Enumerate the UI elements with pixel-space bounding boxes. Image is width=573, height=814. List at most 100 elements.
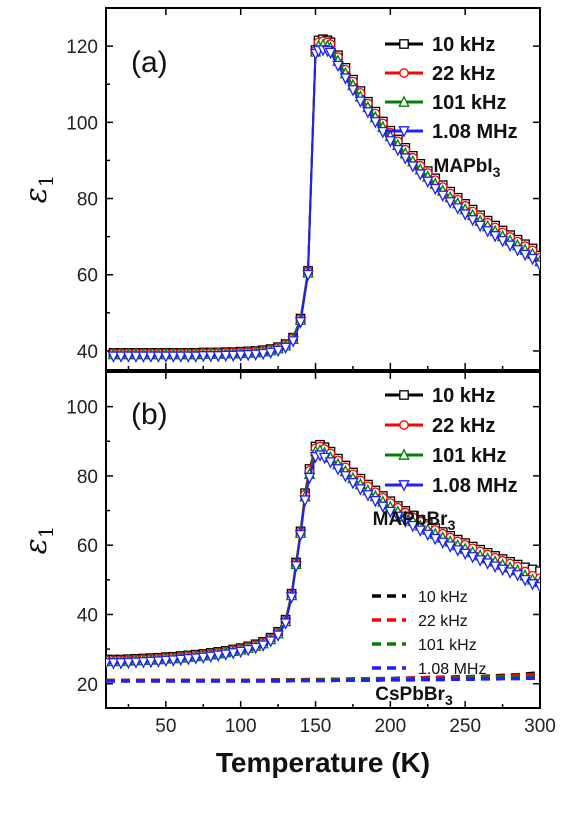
data-point <box>107 658 120 670</box>
data-point <box>264 636 277 648</box>
data-point <box>219 350 232 363</box>
data-point <box>212 351 224 363</box>
plot-frame <box>105 7 541 371</box>
data-point <box>242 349 254 362</box>
x-tick-label: 250 <box>449 716 481 737</box>
data-point <box>257 640 269 652</box>
data-point <box>362 107 374 119</box>
data-point <box>534 260 540 272</box>
data-point <box>130 351 142 363</box>
series-markers <box>107 45 540 363</box>
data-point <box>481 558 494 570</box>
data-point <box>287 336 299 348</box>
legend-label-dashed: 22 kHz <box>418 613 468 630</box>
data-point <box>466 215 479 227</box>
data-point <box>399 420 409 430</box>
data-point <box>444 541 456 553</box>
data-point <box>137 657 150 669</box>
y-axis-label: ε1 <box>19 175 58 204</box>
data-point <box>451 545 464 557</box>
data-point <box>332 464 344 476</box>
data-point <box>272 345 284 358</box>
data-point <box>234 646 247 659</box>
data-point <box>347 85 359 97</box>
material-label-main: MAPbBr <box>373 509 449 530</box>
material2-label: CsPbBr3 <box>375 684 453 708</box>
data-point <box>137 351 150 363</box>
y-axis-label-sub: 1 <box>34 175 58 188</box>
data-point <box>264 347 277 360</box>
data-point <box>429 183 441 196</box>
y-tick-label: 60 <box>77 266 98 287</box>
series-line <box>106 676 540 683</box>
data-point <box>489 561 501 573</box>
data-point <box>122 657 135 670</box>
data-point <box>324 457 337 469</box>
y-tick-label: 40 <box>77 342 98 363</box>
data-point <box>249 642 262 655</box>
data-point <box>303 472 316 485</box>
y-tick-label: 20 <box>77 675 98 696</box>
data-point <box>160 655 172 668</box>
data-point <box>422 176 434 189</box>
data-point <box>212 650 224 663</box>
data-point <box>197 652 210 665</box>
data-point <box>285 592 298 604</box>
data-point <box>369 117 382 129</box>
plot-area <box>106 439 540 683</box>
legend-label: 1.08 MHz <box>432 475 518 497</box>
data-point <box>407 161 419 173</box>
data-point <box>279 342 292 355</box>
plot-area <box>107 34 540 363</box>
data-point <box>339 73 352 85</box>
x-tick-label: 150 <box>300 716 332 737</box>
x-tick-label: 50 <box>155 716 176 737</box>
legend-label: 101 kHz <box>432 445 507 467</box>
panel-label: (b) <box>131 398 168 431</box>
data-point <box>272 630 284 642</box>
data-point <box>152 351 165 363</box>
data-point <box>197 351 210 363</box>
y-axis-label-main: ε <box>19 538 54 554</box>
data-point <box>332 60 344 73</box>
data-point <box>257 348 269 361</box>
series-line <box>113 38 540 354</box>
data-point <box>294 317 307 329</box>
material2-label-main: CsPbBr <box>375 684 445 705</box>
legend-label: 22 kHz <box>432 415 495 437</box>
y-tick-label: 60 <box>77 536 98 557</box>
data-point <box>534 581 540 594</box>
data-point <box>384 136 397 148</box>
data-point <box>152 656 165 668</box>
data-point <box>414 169 427 181</box>
y-axis-label-main: ε <box>19 187 54 203</box>
data-point <box>205 651 217 664</box>
data-point <box>399 39 409 49</box>
data-point <box>145 656 157 669</box>
data-point <box>175 654 187 667</box>
data-point <box>459 209 471 221</box>
y-tick-label: 40 <box>77 605 98 626</box>
series-markers <box>108 36 540 359</box>
x-tick-label: 200 <box>374 716 406 737</box>
data-point <box>107 351 120 363</box>
material-label: MAPbI3 <box>434 156 501 180</box>
data-point <box>299 495 311 507</box>
data-point <box>145 351 157 363</box>
material-label-main: MAPbI <box>434 156 493 177</box>
data-point <box>399 68 409 78</box>
data-point <box>167 351 180 363</box>
data-point <box>249 349 262 362</box>
plot-frame <box>105 371 541 709</box>
data-point <box>466 552 479 564</box>
data-point <box>444 197 456 209</box>
series-markers <box>107 38 540 360</box>
data-point <box>369 496 382 508</box>
y-axis-label: ε1 <box>19 526 58 555</box>
data-point <box>436 190 449 203</box>
data-point <box>398 95 410 107</box>
data-point <box>122 351 135 363</box>
legend-label-dashed: 10 kHz <box>418 589 468 606</box>
y-axis-label-sub: 1 <box>34 526 58 539</box>
y-tick-label: 100 <box>66 398 98 419</box>
